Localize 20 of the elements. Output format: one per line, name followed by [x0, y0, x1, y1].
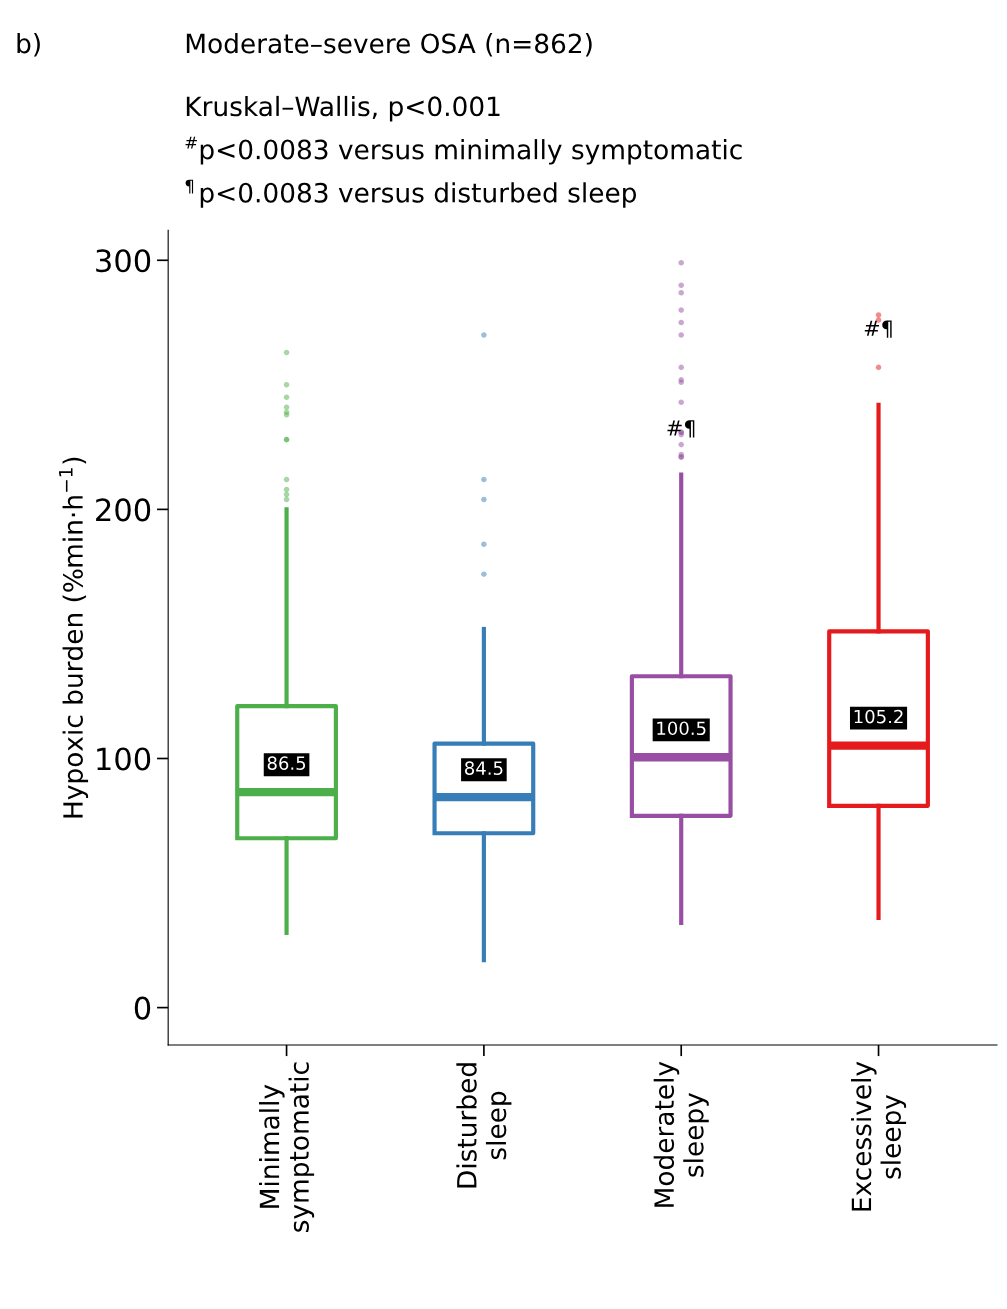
text: Kruskal–Wallis, p<0.001	[186, 95, 500, 122]
y-tick-label: 300	[96, 249, 151, 273]
x-tick-label: Moderately sleepy	[653, 1061, 709, 1207]
x-tick-label: Disturbed sleep	[456, 1063, 512, 1188]
annotation: #¶	[667, 420, 695, 438]
text: #p<0.0083 versus minimally symptomatic	[185, 136, 742, 165]
text: 100.5	[657, 721, 706, 736]
y-tick-label: 100	[97, 747, 151, 771]
x-tick-label: Minimally symptomatic	[259, 1062, 315, 1232]
text: b)	[17, 33, 40, 57]
text: 86.5	[267, 756, 306, 770]
y-axis-title: Hypoxic burden (%min·h$^{−1}$)	[59, 457, 89, 818]
annotation: #¶	[864, 320, 892, 338]
text: 84.5	[465, 761, 503, 775]
text: ¶p<0.0083 versus disturbed sleep	[185, 179, 637, 208]
y-tick-label: 200	[96, 498, 151, 522]
y-tick-label: 0	[134, 996, 151, 1020]
text: 105.2	[854, 709, 903, 724]
x-tick-label: Excessively sleepy	[850, 1061, 907, 1211]
chart-title: Moderate–severe OSA (n=862)	[186, 33, 592, 57]
